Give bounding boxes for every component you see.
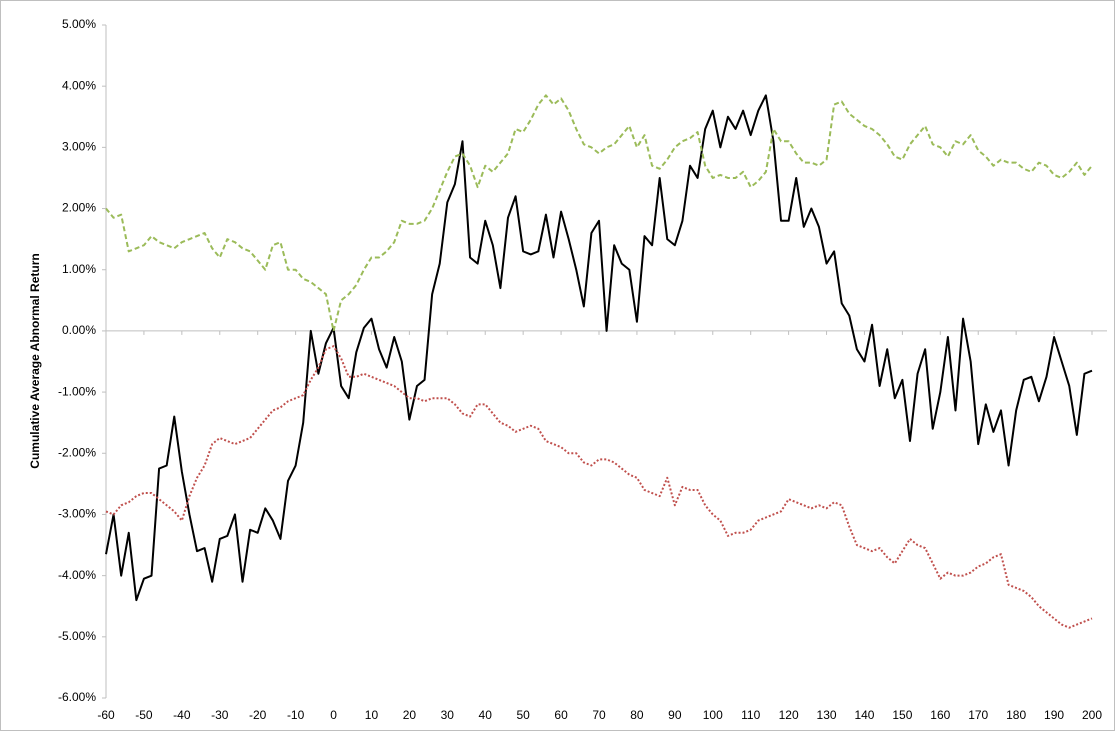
x-tick-label: 50 bbox=[516, 708, 530, 722]
x-tick-label: 10 bbox=[365, 708, 379, 722]
x-tick-label: 150 bbox=[892, 708, 912, 722]
x-tick-label: -10 bbox=[287, 708, 305, 722]
x-tick-label: -50 bbox=[135, 708, 153, 722]
x-tick-label: -30 bbox=[211, 708, 229, 722]
x-tick-label: -40 bbox=[173, 708, 191, 722]
x-tick-label: 80 bbox=[630, 708, 644, 722]
x-tick-label: 60 bbox=[554, 708, 568, 722]
x-tick-label: -60 bbox=[97, 708, 115, 722]
y-tick-label: 4.00% bbox=[62, 78, 96, 92]
x-tick-label: 170 bbox=[968, 708, 988, 722]
y-tick-label: 1.00% bbox=[62, 262, 96, 276]
y-tick-label: -3.00% bbox=[58, 507, 96, 521]
x-tick-label: 110 bbox=[741, 708, 760, 722]
x-tick-label: 20 bbox=[403, 708, 417, 722]
y-tick-label: 5.00% bbox=[62, 17, 96, 31]
x-tick-label: 180 bbox=[1006, 708, 1026, 722]
y-tick-label: -1.00% bbox=[58, 384, 96, 398]
y-tick-label: -5.00% bbox=[58, 629, 96, 643]
x-tick-label: 0 bbox=[330, 708, 337, 722]
y-tick-label: 3.00% bbox=[62, 140, 96, 154]
series-line bbox=[105, 94, 1093, 602]
x-tick-label: 90 bbox=[668, 708, 682, 722]
x-tick-label: 160 bbox=[930, 708, 950, 722]
y-tick-label: 0.00% bbox=[62, 323, 96, 337]
x-tick-label: 30 bbox=[441, 708, 455, 722]
x-tick-label: -20 bbox=[249, 708, 267, 722]
x-tick-label: 100 bbox=[703, 708, 723, 722]
x-tick-label: 120 bbox=[779, 708, 799, 722]
y-tick-label: -2.00% bbox=[58, 445, 96, 459]
x-tick-label: 70 bbox=[592, 708, 606, 722]
y-tick-label: -4.00% bbox=[58, 568, 96, 582]
y-tick-label: -6.00% bbox=[58, 690, 96, 704]
x-tick-label: 140 bbox=[854, 708, 874, 722]
y-axis-title: Cumulative Average Abnormal Return bbox=[28, 253, 42, 468]
x-tick-label: 130 bbox=[817, 708, 837, 722]
x-tick-label: 40 bbox=[479, 708, 493, 722]
x-tick-label: 200 bbox=[1082, 708, 1102, 722]
x-tick-label: 190 bbox=[1044, 708, 1064, 722]
y-tick-label: 2.00% bbox=[62, 201, 96, 215]
